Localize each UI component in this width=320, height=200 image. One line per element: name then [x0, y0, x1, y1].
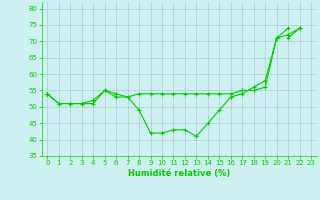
X-axis label: Humidité relative (%): Humidité relative (%)	[128, 169, 230, 178]
